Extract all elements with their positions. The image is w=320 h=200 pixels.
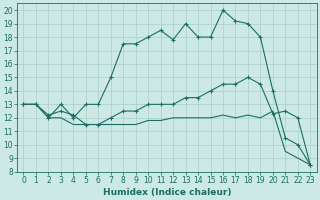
X-axis label: Humidex (Indice chaleur): Humidex (Indice chaleur) — [103, 188, 231, 197]
